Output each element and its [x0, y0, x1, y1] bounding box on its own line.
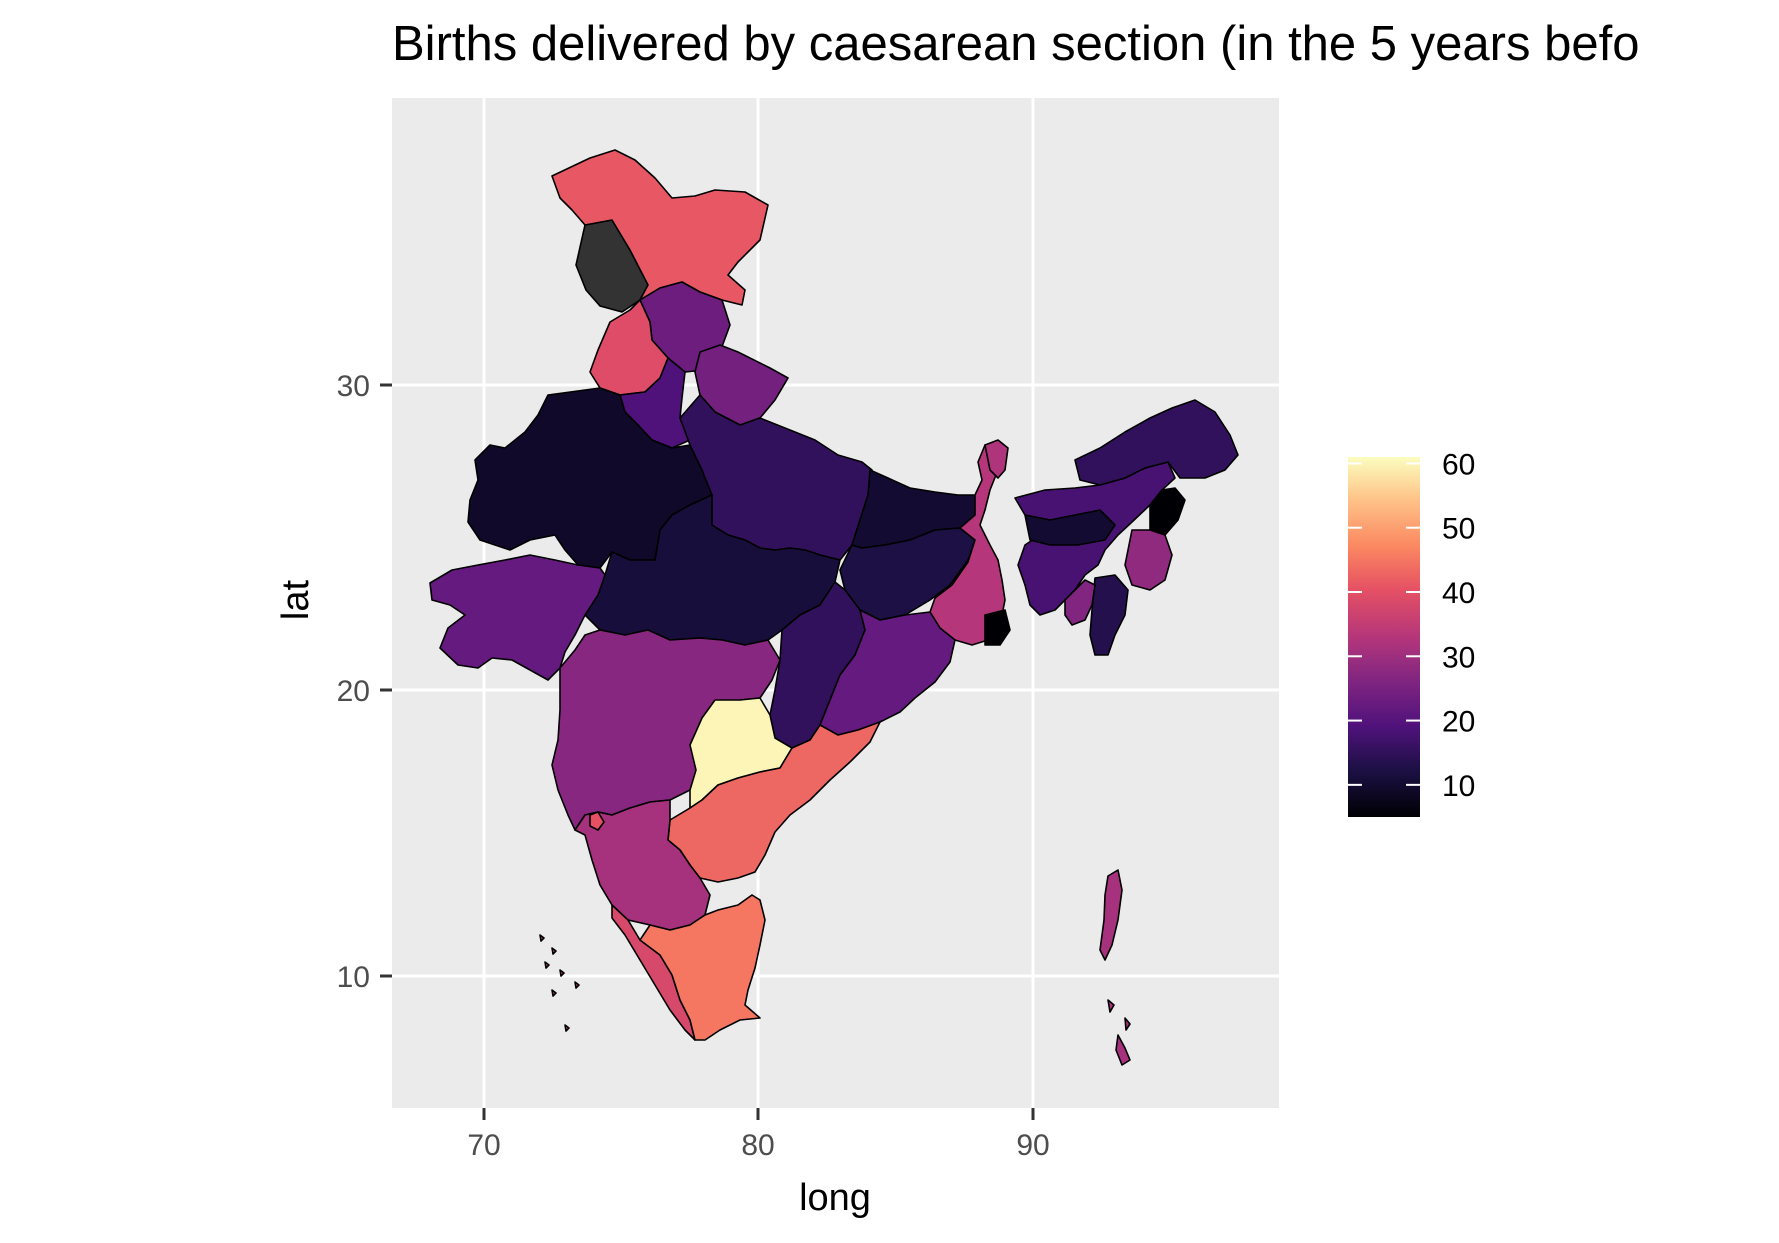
region-mizoram[interactable]: [1089, 574, 1129, 656]
region-uttarakhand[interactable]: [694, 344, 789, 426]
legend-tick-label-10: 10: [1442, 770, 1475, 803]
region-tripura[interactable]: [1064, 579, 1096, 626]
legend-tick-label-40: 40: [1442, 577, 1475, 610]
region-meghalaya[interactable]: [1024, 509, 1116, 546]
y-tick-label-30: 30: [337, 370, 370, 403]
x-axis-title: long: [799, 1177, 871, 1219]
y-tick-label-20: 20: [337, 675, 370, 708]
region-lakshadweep[interactable]: [539, 934, 580, 1032]
region-goa[interactable]: [589, 811, 605, 831]
legend-colorbar: [1348, 457, 1420, 817]
region-andaman-nicobar[interactable]: [1099, 869, 1131, 1066]
region-gujarat[interactable]: [429, 554, 606, 681]
chart-title: Births delivered by caesarean section (i…: [392, 17, 1640, 71]
region-sundarbans[interactable]: [984, 609, 1011, 646]
region-rajasthan[interactable]: [467, 387, 713, 569]
x-tick-label-90: 90: [1016, 1129, 1049, 1162]
region-sikkim[interactable]: [984, 439, 1009, 479]
region-jammu-kashmir[interactable]: [551, 149, 769, 306]
region-andhra-pradesh[interactable]: [667, 721, 881, 883]
legend-tick-label-20: 20: [1442, 706, 1475, 739]
legend-tick-label-50: 50: [1442, 513, 1475, 546]
y-axis-title: lat: [275, 579, 317, 620]
region-manipur[interactable]: [1124, 529, 1173, 591]
y-tick-label-10: 10: [337, 961, 370, 994]
legend-tick-label-30: 30: [1442, 641, 1475, 674]
region-tamil-nadu[interactable]: [639, 894, 766, 1041]
region-odisha[interactable]: [819, 609, 956, 736]
legend: 10 20 30 40 50 60: [1348, 448, 1475, 817]
x-tick-label-80: 80: [741, 1129, 774, 1162]
region-arunachal-pradesh[interactable]: [1074, 399, 1239, 486]
legend-tick-label-60: 60: [1442, 448, 1475, 481]
x-tick-label-70: 70: [467, 1129, 500, 1162]
